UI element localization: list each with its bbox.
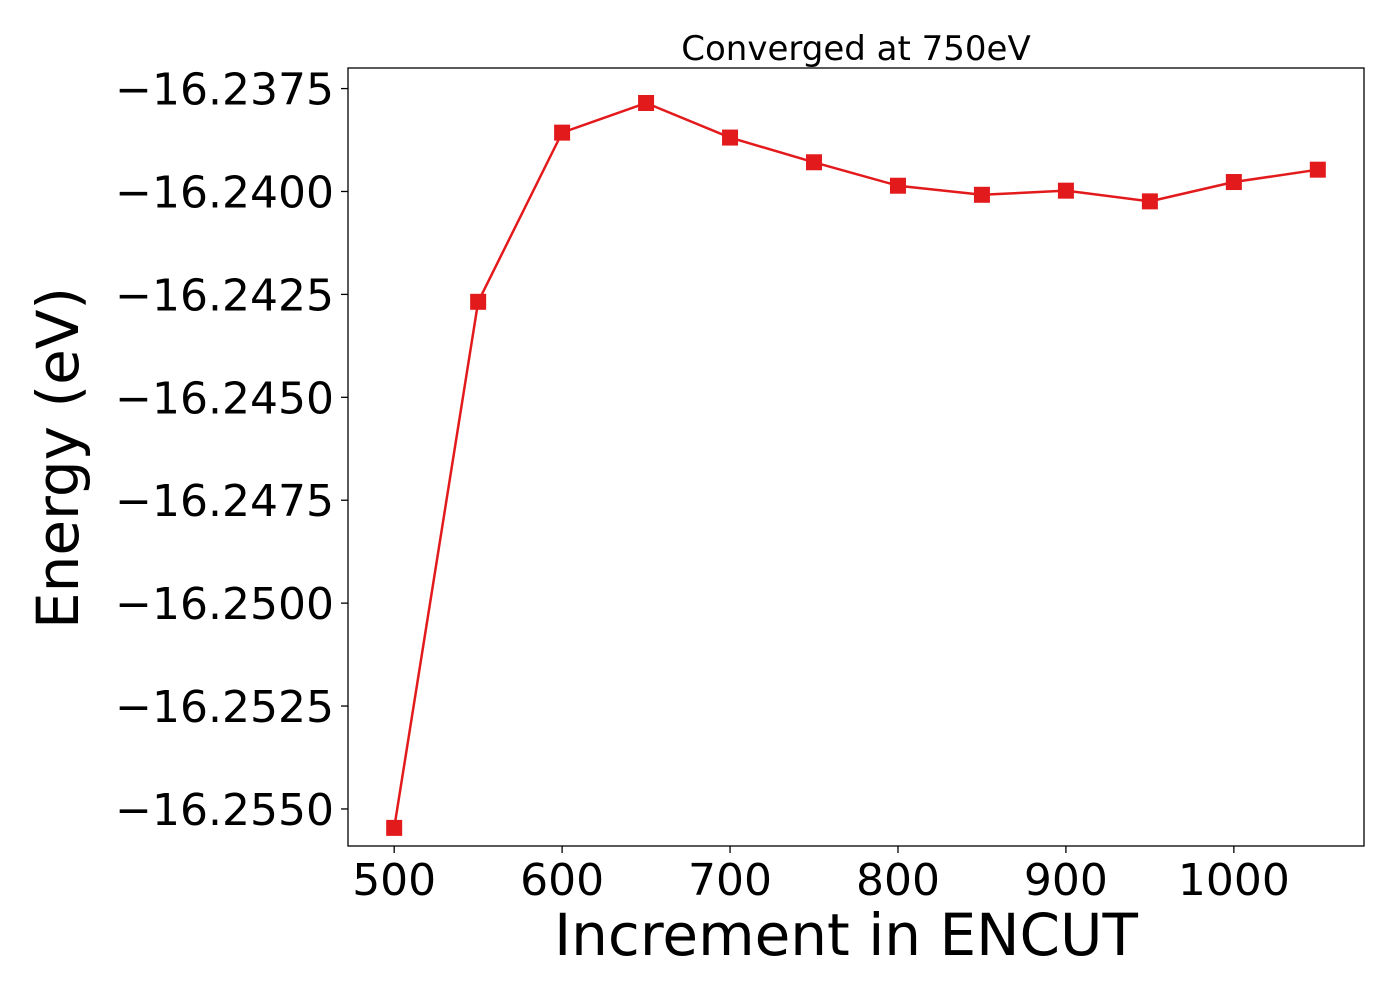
x-tick-label: 1000 (1178, 855, 1290, 906)
y-tick-label: −16.2500 (115, 579, 334, 630)
axes-layer (347, 67, 1365, 847)
x-tick-label: 700 (688, 855, 772, 906)
y-tick-label: −16.2525 (115, 682, 334, 733)
y-tick-label: −16.2550 (115, 785, 334, 836)
data-point-marker (638, 94, 655, 111)
y-tick-label: −16.2475 (115, 476, 334, 527)
data-point-marker (1141, 193, 1158, 210)
chart-title: Converged at 750eV (681, 29, 1030, 69)
y-tick-label: −16.2400 (115, 167, 334, 218)
series-layer (386, 94, 1326, 836)
data-point-marker (889, 177, 906, 194)
data-point-marker (386, 819, 403, 836)
series-line (392, 101, 1319, 829)
x-axis-label: Increment in ENCUT (554, 901, 1138, 969)
y-axis-label: Energy (eV) (24, 287, 92, 629)
ticks-layer: 500 600 700 800 900 1000 −16.2375 −16.2400 −16.2… (115, 65, 1290, 906)
x-tick-label: 900 (1024, 855, 1108, 906)
data-point-marker (470, 293, 487, 310)
data-point-marker (806, 154, 823, 171)
data-point-marker (973, 186, 990, 203)
data-point-marker (722, 129, 739, 146)
y-tick-label: −16.2450 (115, 373, 334, 424)
data-point-marker (1309, 161, 1326, 178)
x-tick-label: 500 (352, 855, 436, 906)
data-point-marker (554, 124, 571, 141)
plot-frame (347, 67, 1365, 847)
y-tick-label: −16.2425 (115, 270, 334, 321)
x-tick-label: 800 (856, 855, 940, 906)
x-tick-label: 600 (520, 855, 604, 906)
y-tick-label: −16.2375 (115, 65, 334, 116)
data-point-marker (1225, 174, 1242, 191)
data-point-marker (1057, 182, 1074, 199)
